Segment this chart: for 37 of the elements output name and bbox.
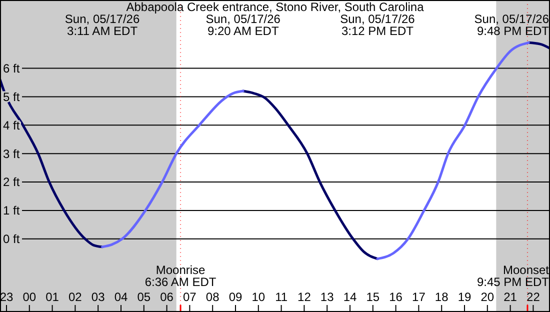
x-tick-label: 20 xyxy=(480,290,494,304)
x-tick-label: 15 xyxy=(366,290,380,304)
ref-line-label: Moonset 9:45 PM EDT xyxy=(476,263,550,289)
chart-title: Abbapoola Creek entrance, Stono River, South Carolina xyxy=(126,0,424,14)
x-tick-label: 22 xyxy=(526,290,540,304)
x-tick-label: 11 xyxy=(275,290,288,304)
annotation: Sun, 05/17/26 3:12 PM EDT xyxy=(340,12,416,38)
x-tick-label: 00 xyxy=(22,290,36,304)
x-tick-label: 16 xyxy=(389,290,403,304)
y-tick-label: 0 ft xyxy=(3,232,20,246)
x-tick-label: 17 xyxy=(412,290,426,304)
annotation: Sun, 05/17/26 9:48 PM EDT xyxy=(474,12,550,38)
x-tick-label: 06 xyxy=(160,290,174,304)
x-tick-label: 10 xyxy=(252,290,266,304)
x-tick-label: 19 xyxy=(458,290,472,304)
x-tick-label: 23 xyxy=(0,290,14,304)
x-tick-label: 13 xyxy=(320,290,334,304)
y-tick-label: 1 ft xyxy=(3,204,20,218)
x-tick-label: 05 xyxy=(137,290,151,304)
x-tick-label: 08 xyxy=(206,290,220,304)
x-tick-label: 01 xyxy=(46,290,60,304)
x-tick-label: 14 xyxy=(343,290,357,304)
annotation: Sun, 05/17/26 3:11 AM EDT xyxy=(64,12,140,38)
ref-line-label: Moonrise 6:36 AM EDT xyxy=(144,263,217,289)
x-tick-label: 02 xyxy=(68,290,82,304)
x-tick-label: 04 xyxy=(114,290,128,304)
x-tick-label: 18 xyxy=(434,290,449,304)
x-tick-label: 03 xyxy=(91,290,106,304)
x-tick-label: 09 xyxy=(228,290,242,304)
annotation: Sun, 05/17/26 9:20 AM EDT xyxy=(206,12,281,38)
x-tick-label: 12 xyxy=(298,290,312,304)
x-tick-label: 21 xyxy=(504,290,518,304)
y-tick-label: 2 ft xyxy=(3,175,20,190)
y-tick-label: 4 ft xyxy=(3,118,20,132)
y-tick-label: 6 ft xyxy=(3,61,20,76)
x-tick-label: 07 xyxy=(183,290,197,304)
y-tick-label: 3 ft xyxy=(3,146,20,161)
